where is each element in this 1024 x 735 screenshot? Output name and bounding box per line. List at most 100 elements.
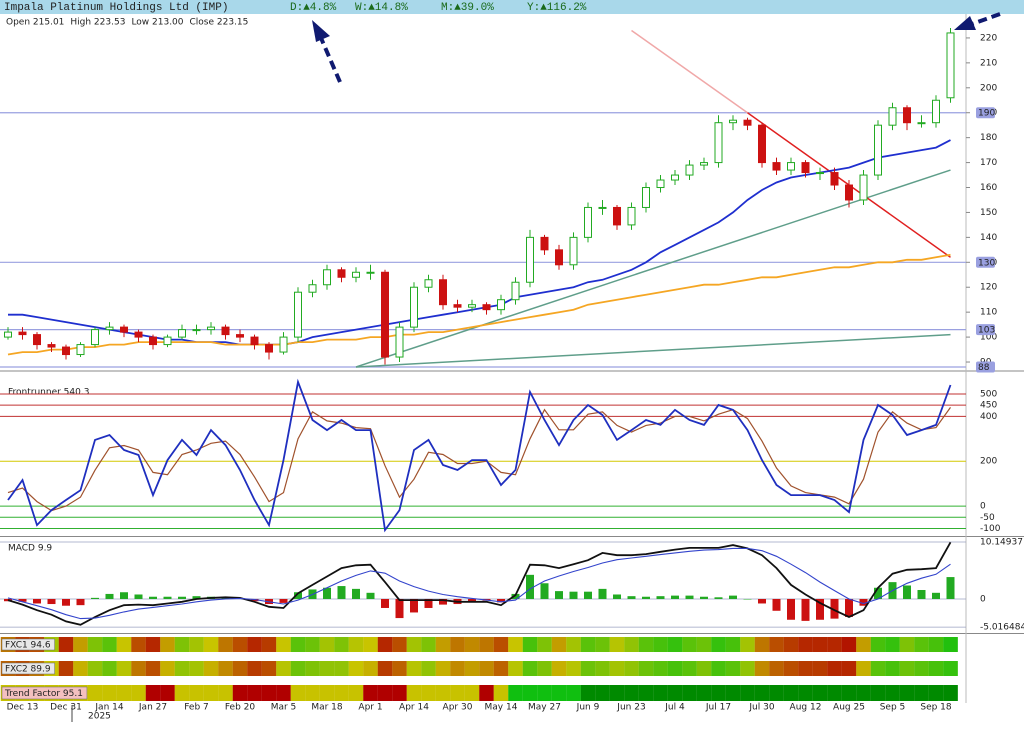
histogram-bar — [845, 598, 853, 617]
heat-cell — [174, 685, 190, 701]
candle-body — [265, 344, 273, 353]
histogram-bar — [859, 598, 868, 606]
heat-cell — [798, 637, 813, 652]
heat-cell — [682, 661, 697, 676]
heat-cell — [493, 637, 509, 652]
y-tick-label: -50 — [980, 513, 995, 523]
candle-body — [946, 32, 955, 99]
heat-cell — [740, 637, 755, 652]
heat-cell — [914, 637, 929, 652]
histogram-bar — [439, 598, 447, 605]
heat-cell — [290, 661, 306, 676]
y-tick-label: 450 — [980, 401, 997, 411]
y-tick-label: 210 — [980, 58, 997, 68]
candle-body — [134, 331, 143, 338]
candle-body — [366, 271, 375, 274]
heat-cell — [653, 661, 668, 676]
heat-cell — [725, 637, 741, 652]
heat-cell — [914, 685, 929, 701]
heat-cell — [261, 661, 277, 676]
x-tick-label: Feb 20 — [225, 703, 256, 713]
heat-cell — [725, 685, 741, 701]
histogram-bar — [946, 577, 955, 599]
x-tick-label: Dec 31 — [50, 703, 82, 713]
strip-label-box — [1, 638, 55, 651]
heat-cell — [232, 685, 248, 701]
heat-cell — [319, 661, 335, 676]
heat-cell — [261, 685, 277, 701]
trend-line — [355, 169, 951, 368]
candle-body — [33, 334, 41, 346]
heat-cell — [812, 637, 828, 652]
heat-cell — [290, 637, 306, 652]
stat-label: Y:▲116.2% — [527, 2, 587, 14]
heat-cell — [870, 661, 886, 676]
heat-cell — [334, 685, 349, 701]
histogram-bar — [424, 598, 433, 608]
heat-cell — [899, 637, 915, 652]
heat-cell — [827, 661, 842, 676]
panel-title: Frontrunner 540.3 — [8, 388, 89, 398]
heat-cell — [551, 685, 567, 701]
y-tick-label: 220 — [980, 33, 997, 43]
heat-cell — [522, 637, 538, 652]
candle-body — [381, 271, 389, 358]
heat-cell — [725, 661, 741, 676]
candle-body — [337, 269, 346, 278]
candle-body — [294, 291, 302, 338]
heat-cell — [102, 637, 117, 652]
candle-body — [932, 99, 940, 124]
heat-cell — [189, 637, 204, 652]
candle-body — [555, 249, 563, 266]
histogram-bar — [830, 598, 839, 619]
heat-cell — [421, 637, 436, 652]
heat-cell — [566, 637, 581, 652]
heat-cell — [508, 661, 523, 676]
heat-cell — [232, 661, 248, 676]
candle-body — [526, 236, 534, 283]
y-tick-label: 150 — [980, 208, 997, 218]
heat-cell — [928, 685, 944, 701]
heat-cell — [160, 661, 175, 676]
panel-title: MACD 9.9 — [8, 544, 52, 554]
heat-cell — [899, 685, 915, 701]
candle-body — [845, 184, 853, 201]
y-tick-label: 400 — [980, 412, 997, 422]
stat-label: M:▲39.0% — [441, 2, 494, 14]
heat-cell — [551, 661, 567, 676]
x-tick-label: May 14 — [485, 703, 518, 713]
candle-body — [917, 122, 926, 125]
heat-cell — [522, 685, 538, 701]
annotation-arrow — [954, 12, 1001, 30]
strip-label: FXC2 89.9 — [5, 665, 51, 675]
y-tick-label: 140 — [980, 233, 997, 243]
heat-cell — [595, 685, 610, 701]
heat-cell — [711, 685, 726, 701]
heat-cell — [537, 637, 552, 652]
series-line — [7, 547, 951, 620]
heat-cell — [943, 661, 958, 676]
candle-body — [642, 187, 650, 208]
heat-cell — [174, 637, 190, 652]
heat-cell — [769, 637, 784, 652]
y-tick-label: 200 — [980, 457, 997, 467]
heat-cell — [638, 637, 654, 652]
heat-cell — [276, 685, 291, 701]
heat-cell — [624, 661, 639, 676]
histogram-bar — [801, 598, 810, 621]
y-tick-label: 110 — [980, 308, 997, 318]
heat-cell — [348, 637, 364, 652]
heat-cell — [885, 685, 900, 701]
x-tick-label: Dec 13 — [7, 703, 39, 713]
heat-cell — [464, 637, 480, 652]
heat-cell — [870, 685, 886, 701]
heat-cell — [116, 661, 132, 676]
x-tick-label: Jan 27 — [138, 703, 167, 713]
heat-cell — [247, 637, 262, 652]
candle-body — [511, 281, 520, 301]
heat-cell — [102, 661, 117, 676]
heat-cell — [479, 637, 494, 652]
histogram-bar — [540, 583, 549, 599]
histogram-bar — [598, 588, 607, 599]
heat-cell — [856, 685, 871, 701]
